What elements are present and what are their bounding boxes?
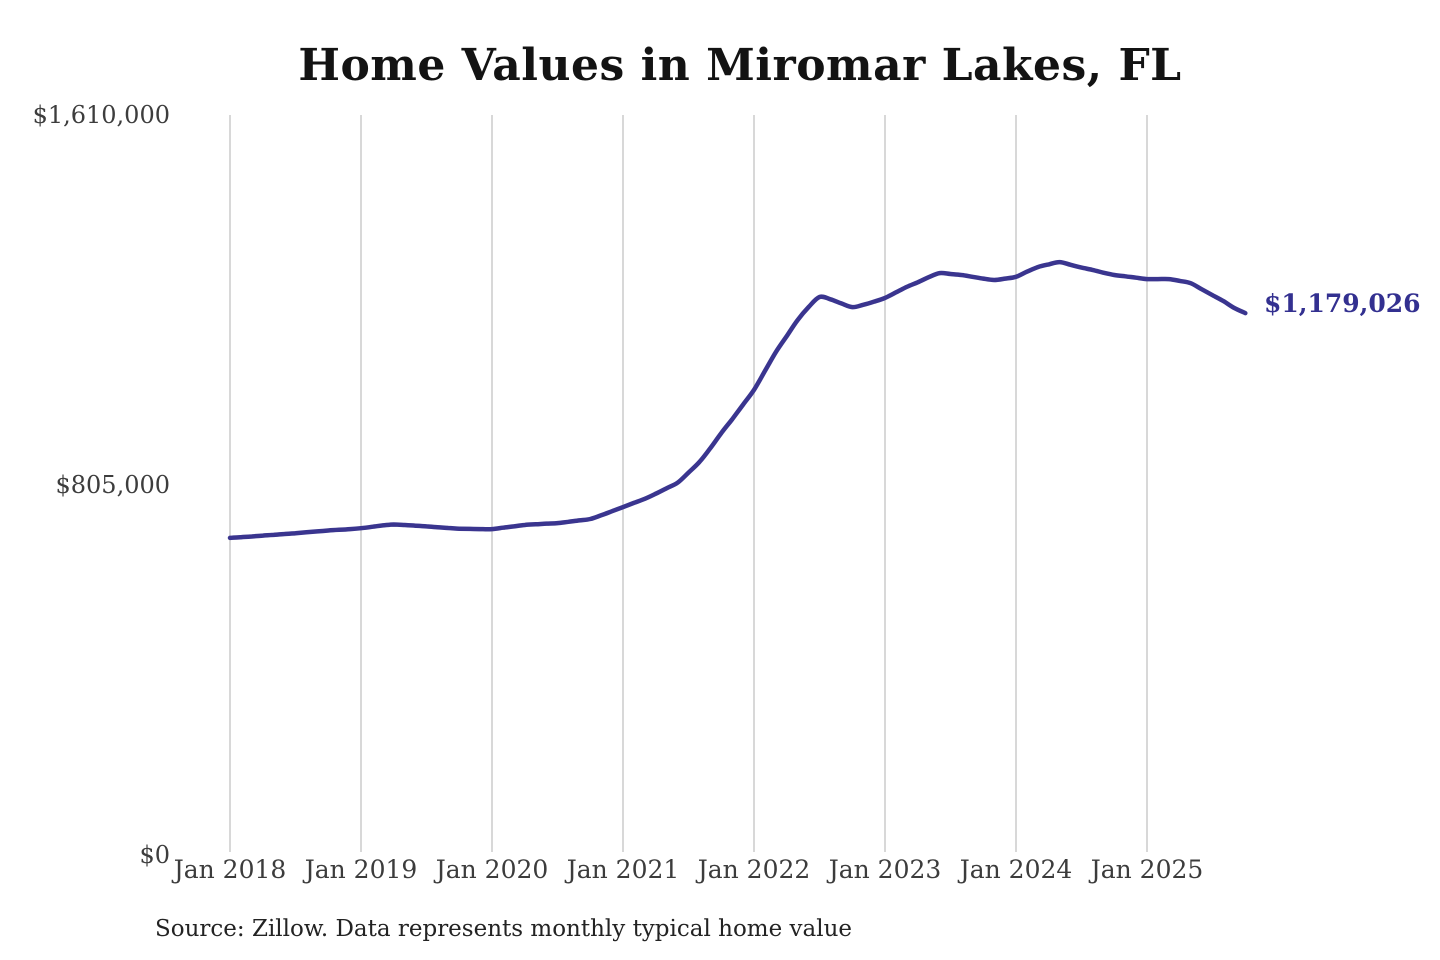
y-tick-label: $0 <box>139 841 170 869</box>
x-tick-label: Jan 2023 <box>828 855 942 884</box>
x-tick-label: Jan 2018 <box>173 855 287 884</box>
x-tick-label: Jan 2025 <box>1090 855 1204 884</box>
chart-title: Home Values in Miromar Lakes, FL <box>298 40 1182 91</box>
x-tick-label: Jan 2022 <box>697 855 811 884</box>
home-value-line <box>227 259 1248 541</box>
x-tick-label: Jan 2024 <box>959 855 1073 884</box>
x-tick-label: Jan 2019 <box>304 855 418 884</box>
source-note: Source: Zillow. Data represents monthly … <box>155 916 853 942</box>
x-tick-label: Jan 2020 <box>435 855 549 884</box>
latest-value-label: $1,179,026 <box>1264 289 1421 318</box>
y-tick-label: $805,000 <box>55 471 170 499</box>
y-tick-label: $1,610,000 <box>32 101 170 129</box>
x-tick-label: Jan 2021 <box>566 855 680 884</box>
